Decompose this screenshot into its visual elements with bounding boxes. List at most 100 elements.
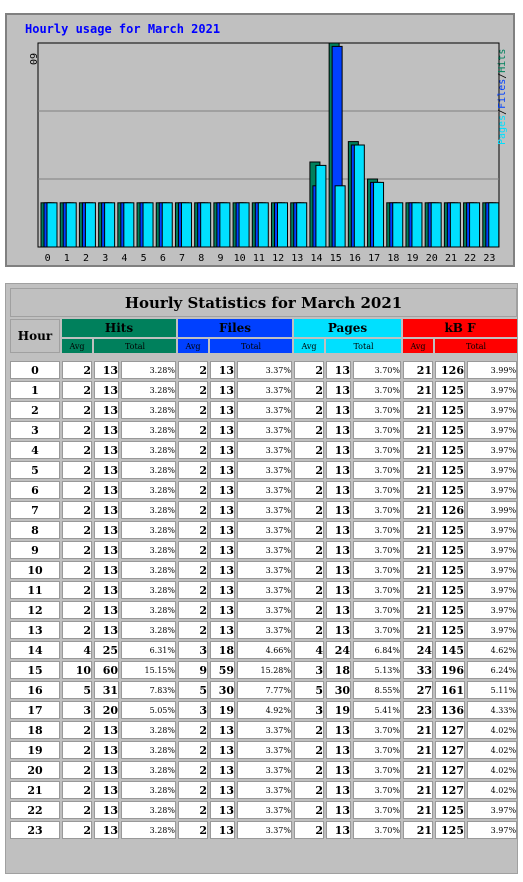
hits-total-cell: 13 (94, 421, 119, 439)
kbf-percent-cell: 3.97% (467, 441, 518, 459)
files-avg-cell: 2 (178, 461, 208, 479)
files-percent-cell: 3.37% (237, 441, 292, 459)
pages-percent-cell: 3.70% (353, 541, 401, 559)
x-tick-label: 1 (64, 253, 70, 264)
pages-total-cell: 13 (326, 501, 351, 519)
files-avg-cell: 2 (178, 721, 208, 739)
table-row: 14 4 25 6.31% 3 18 4.66% 4 24 6.84% 24 145 4.62% (10, 641, 518, 659)
kbf-avg-cell: 21 (403, 361, 433, 379)
hits-total-cell: 13 (94, 581, 119, 599)
kbf-total-cell: 125 (435, 821, 465, 839)
pages-percent-cell: 3.70% (353, 821, 401, 839)
pages-percent-cell: 3.70% (353, 801, 401, 819)
pages-avg-cell: 2 (294, 761, 324, 779)
kbf-avg-cell: 21 (403, 481, 433, 499)
pages-total-cell: 13 (326, 561, 351, 579)
hits-percent-cell: 3.28% (121, 721, 176, 739)
kbf-percent-cell: 3.97% (467, 381, 518, 399)
hits-avg-cell: 2 (62, 761, 92, 779)
plot-area: 0 1 2 3 4 5 6 7 8 9 10 11 12 13 14 15 16 17 18 19 20 21 22 23 (37, 42, 500, 264)
kbf-total-cell: 125 (435, 581, 465, 599)
files-avg-cell: 2 (178, 781, 208, 799)
files-total-cell: 13 (210, 481, 235, 499)
files-total-cell: 13 (210, 521, 235, 539)
files-avg-cell: 2 (178, 761, 208, 779)
hits-total-cell: 13 (94, 441, 119, 459)
table-row: 11 2 13 3.28% 2 13 3.37% 2 13 3.70% 21 125 3.97% (10, 581, 518, 599)
pages-total-cell: 13 (326, 781, 351, 799)
hits-total-header: Total (94, 339, 176, 353)
files-percent-cell: 3.37% (237, 801, 292, 819)
hits-percent-cell: 3.28% (121, 821, 176, 839)
files-avg-cell: 3 (178, 701, 208, 719)
table-row: 5 2 13 3.28% 2 13 3.37% 2 13 3.70% 21 125 3.97% (10, 461, 518, 479)
files-avg-cell: 2 (178, 361, 208, 379)
files-percent-cell: 7.77% (237, 681, 292, 699)
kbf-avg-cell: 21 (403, 521, 433, 539)
files-percent-cell: 3.37% (237, 541, 292, 559)
kbf-avg-cell: 21 (403, 421, 433, 439)
kbf-header: kB F (403, 319, 518, 337)
files-avg-cell: 2 (178, 401, 208, 419)
pages-avg-cell: 3 (294, 701, 324, 719)
files-avg-cell: 2 (178, 801, 208, 819)
table-row: 17 3 20 5.05% 3 19 4.92% 3 19 5.41% 23 136 4.33% (10, 701, 518, 719)
pages-percent-cell: 3.70% (353, 461, 401, 479)
table-row: 6 2 13 3.28% 2 13 3.37% 2 13 3.70% 21 125 3.97% (10, 481, 518, 499)
kbf-percent-cell: 3.97% (467, 461, 518, 479)
files-percent-cell: 3.37% (237, 601, 292, 619)
pages-bar (315, 164, 327, 248)
hits-avg-cell: 5 (62, 681, 92, 699)
files-total-cell: 13 (210, 441, 235, 459)
pages-bar (238, 202, 250, 248)
pages-bar (449, 202, 461, 248)
pages-avg-cell: 2 (294, 421, 324, 439)
kbf-total-cell: 136 (435, 701, 465, 719)
pages-avg-cell: 2 (294, 621, 324, 639)
kbf-avg-cell: 21 (403, 781, 433, 799)
pages-bar (46, 202, 58, 248)
hits-percent-cell: 5.05% (121, 701, 176, 719)
hour-header: Hour (10, 319, 60, 353)
hits-avg-cell: 2 (62, 521, 92, 539)
pages-bar (277, 202, 288, 248)
hits-percent-cell: 3.28% (121, 501, 176, 519)
pages-percent-cell: 3.70% (353, 761, 401, 779)
hits-percent-cell: 3.28% (121, 561, 176, 579)
table-row: 9 2 13 3.28% 2 13 3.37% 2 13 3.70% 21 125 3.97% (10, 541, 518, 559)
table-row: 16 5 31 7.83% 5 30 7.77% 5 30 8.55% 27 161 5.11% (10, 681, 518, 699)
kbf-percent-cell: 4.02% (467, 721, 518, 739)
kbf-avg-cell: 21 (403, 821, 433, 839)
hour-cell: 19 (10, 741, 60, 759)
files-percent-cell: 3.37% (237, 521, 292, 539)
x-tick-label: 14 (310, 253, 322, 264)
pages-bar (104, 202, 116, 248)
hits-percent-cell: 7.83% (121, 681, 176, 699)
files-avg-cell: 5 (178, 681, 208, 699)
x-tick-label: 8 (198, 253, 204, 264)
hits-percent-cell: 3.28% (121, 481, 176, 499)
pages-avg-cell: 2 (294, 581, 324, 599)
kbf-avg-cell: 21 (403, 721, 433, 739)
hits-total-cell: 13 (94, 541, 119, 559)
hour-cell: 6 (10, 481, 60, 499)
hour-cell: 13 (10, 621, 60, 639)
pages-bar (84, 202, 96, 248)
hits-percent-cell: 6.31% (121, 641, 176, 659)
kbf-percent-cell: 3.97% (467, 601, 518, 619)
table-row: 21 2 13 3.28% 2 13 3.37% 2 13 3.70% 21 127 4.02% (10, 781, 518, 799)
hits-percent-cell: 3.28% (121, 801, 176, 819)
files-avg-cell: 2 (178, 741, 208, 759)
pages-total-cell: 13 (326, 481, 351, 499)
kbf-avg-cell: 23 (403, 701, 433, 719)
kbf-total-cell: 125 (435, 541, 465, 559)
pages-avg-cell: 2 (294, 821, 324, 839)
files-percent-cell: 3.37% (237, 821, 292, 839)
pages-bar (142, 202, 154, 248)
hits-total-cell: 13 (94, 381, 119, 399)
hour-cell: 2 (10, 401, 60, 419)
hits-avg-cell: 2 (62, 561, 92, 579)
kbf-percent-cell: 6.24% (467, 661, 518, 679)
hits-avg-cell: 2 (62, 801, 92, 819)
hits-total-cell: 13 (94, 481, 119, 499)
